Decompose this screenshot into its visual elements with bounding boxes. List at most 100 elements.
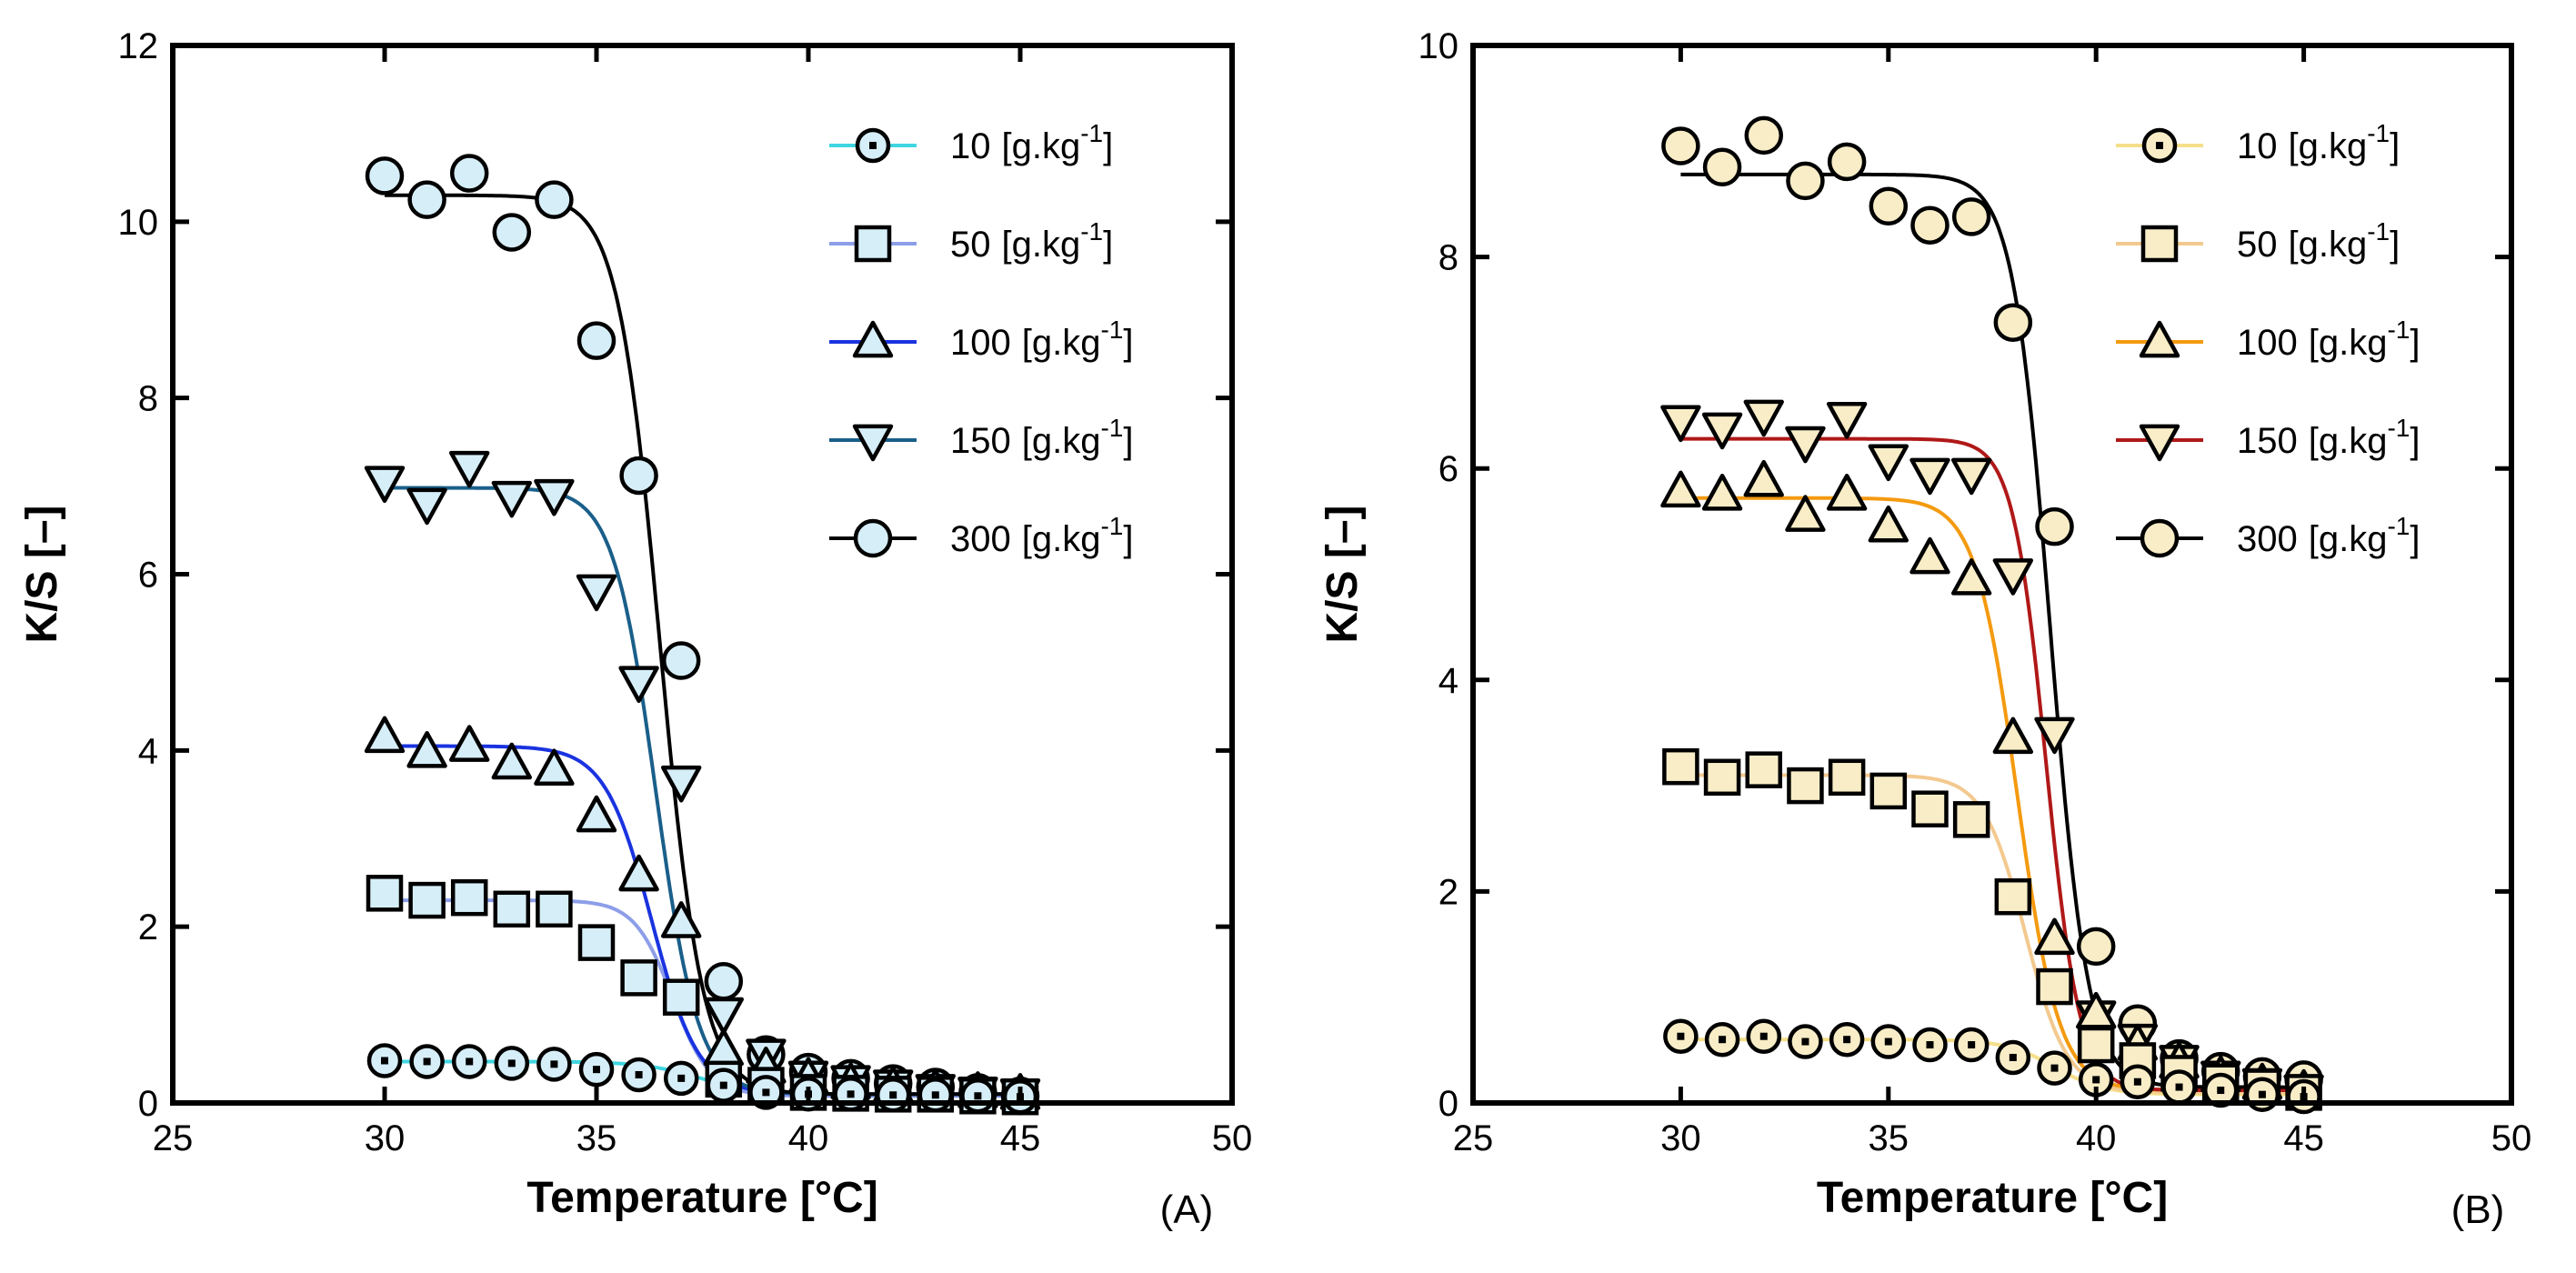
legend-unit: [g.kg — [1002, 126, 1081, 166]
point-10-38-dot — [2009, 1053, 2017, 1061]
legend-name: 300 — [2237, 519, 2298, 559]
point-10-32-dot — [1759, 1032, 1768, 1040]
legend-label: 100 [g.kg-1] — [2237, 316, 2421, 363]
x-tick-label: 25 — [153, 1118, 194, 1158]
legend-label: 300 [g.kg-1] — [950, 512, 1134, 559]
panel-tag: (B) — [2451, 1188, 2505, 1232]
point-10-43-dot — [931, 1091, 939, 1099]
y-tick-label: 10 — [118, 203, 159, 243]
legend-item-300: 300 [g.kg-1] — [829, 512, 1134, 559]
legend-item-300: 300 [g.kg-1] — [2116, 512, 2421, 559]
x-axis-title: Temperature [°C] — [526, 1174, 877, 1222]
point-10-44-dot — [2258, 1090, 2266, 1098]
point-150-36 — [1909, 457, 1950, 496]
point-300-31 — [407, 180, 446, 219]
point-150-35 — [576, 574, 617, 612]
legend-name: 150 — [2237, 421, 2298, 461]
legend-name: 50 — [950, 225, 991, 265]
point-10-42 — [875, 1078, 911, 1113]
point-50-31 — [1703, 758, 1741, 797]
point-10-31 — [1704, 1021, 1740, 1057]
point-10-37-dot — [1968, 1041, 1976, 1049]
x-tick-label: 45 — [1000, 1118, 1041, 1158]
point-100-33 — [1785, 495, 1826, 532]
point-100-32 — [449, 725, 490, 762]
legend-unit: [g.kg — [1002, 225, 1081, 265]
legend-marker — [2139, 320, 2180, 358]
legend-unit-close: ] — [1103, 126, 1113, 166]
point-50-34 — [1828, 758, 1866, 797]
point-50-40 — [2077, 1026, 2115, 1064]
point-150-32 — [1743, 399, 1784, 437]
point-150-30 — [1660, 405, 1701, 443]
point-10-42-dot — [889, 1091, 897, 1099]
legend-unit-close: ] — [2390, 225, 2400, 265]
point-150-32 — [449, 450, 490, 488]
y-tick-label: 4 — [1438, 661, 1458, 701]
point-100-39 — [2034, 917, 2075, 956]
point-100-35 — [1868, 505, 1909, 543]
y-tick-label: 0 — [1438, 1084, 1458, 1124]
legend-label: 50 [g.kg-1] — [2237, 217, 2400, 265]
legend-unit-close: ] — [2410, 519, 2420, 559]
legend-unit: [g.kg — [2289, 126, 2368, 166]
legend-name: 50 — [2237, 225, 2278, 265]
legend-name: 10 — [950, 126, 991, 166]
point-10-34 — [1829, 1021, 1865, 1057]
point-100-30 — [364, 716, 406, 754]
point-50-31 — [408, 881, 446, 919]
point-100-35 — [576, 795, 617, 833]
y-axis-title: K/S [–] — [1318, 505, 1367, 643]
legend-unit-close: ] — [2410, 421, 2420, 461]
point-50-38 — [1994, 877, 2032, 916]
legend-unit-exponent: -1 — [1080, 119, 1103, 147]
y-tick-label: 12 — [118, 26, 159, 66]
point-10-35-dot — [593, 1066, 600, 1074]
point-10-39-dot — [2050, 1064, 2059, 1072]
point-100-34 — [534, 748, 575, 787]
point-10-32 — [451, 1044, 487, 1079]
legend-unit-close: ] — [2390, 126, 2400, 166]
point-10-40-dot — [2092, 1076, 2100, 1084]
legend-marker-dot — [869, 142, 877, 149]
point-100-37 — [1950, 558, 1992, 596]
point-10-30 — [1663, 1018, 1699, 1054]
point-100-30 — [1660, 470, 1701, 508]
point-10-38-dot — [719, 1081, 727, 1089]
legend-unit: [g.kg — [2309, 421, 2388, 461]
y-axis: 0 2 4 6 8 10 12 — [118, 26, 1232, 1124]
legend-item-100: 100 [g.kg-1] — [2116, 316, 2421, 363]
legend-item-50: 50 [g.kg-1] — [2116, 217, 2400, 265]
x-tick-label: 35 — [1869, 1118, 1909, 1158]
point-50-33 — [1787, 767, 1824, 805]
point-10-35 — [578, 1051, 615, 1088]
legend-unit: [g.kg — [1022, 519, 1101, 559]
legend-label: 300 [g.kg-1] — [2237, 512, 2421, 559]
x-tick-label: 30 — [1660, 1118, 1701, 1158]
point-50-37 — [1952, 801, 1990, 838]
point-10-31-dot — [423, 1057, 431, 1066]
point-10-42 — [2161, 1069, 2197, 1105]
point-100-34 — [1826, 474, 1868, 511]
point-100-36 — [1909, 536, 1950, 575]
y-tick-label: 6 — [1438, 449, 1458, 489]
y-axis-title: K/S [–] — [18, 505, 66, 643]
legend-unit: [g.kg — [1022, 323, 1101, 363]
point-300-33 — [492, 213, 532, 252]
point-10-36 — [621, 1057, 657, 1093]
point-300-35 — [1869, 186, 1909, 226]
point-100-33 — [491, 742, 532, 780]
legend-unit-exponent: -1 — [2387, 316, 2410, 344]
legend-item-10: 10 [g.kg-1] — [829, 119, 1113, 166]
point-50-35 — [577, 924, 616, 961]
point-300-34 — [1827, 142, 1867, 182]
point-10-38 — [1995, 1039, 2031, 1076]
point-300-37 — [661, 641, 701, 680]
x-tick-label: 40 — [2076, 1118, 2117, 1158]
plot-frame — [170, 43, 1235, 1106]
point-10-33 — [494, 1046, 530, 1081]
legend-unit-exponent: -1 — [1100, 414, 1123, 442]
point-50-30 — [366, 875, 404, 912]
fit-line-50 — [1680, 773, 2304, 1095]
